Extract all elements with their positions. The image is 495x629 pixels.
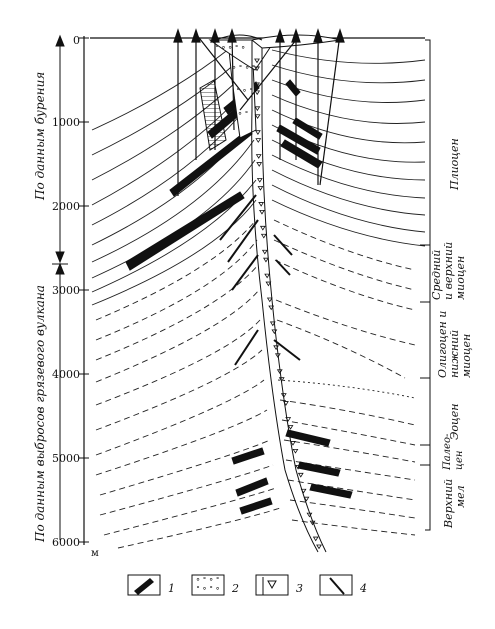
svg-text:° ˚: ° ˚ [238,111,249,120]
strat-label-middle-upper-miocene: Средний и верхний миоцен [430,242,467,300]
conduit-triangle [303,496,310,502]
legend-number: 2 [231,582,239,595]
svg-text:˚ ° ° ˚ °: ˚ ° ° ˚ ° [215,45,245,54]
legend-item-fault: 4 [319,574,367,596]
conduit-triangle [306,512,313,518]
conduit-triangle [271,329,278,335]
conduit-triangle [295,464,301,470]
strat-line: и верхний [442,242,455,300]
strat-line: миоцен [460,334,473,378]
svg-text:° ˚ ° ˚: ° ˚ ° ˚ [232,65,256,74]
conduit-triangle [265,281,272,287]
strat-line: миоцен [454,256,467,300]
breccia-body: ° ˚ ° ˚ ˚ ° ˚ ° ˚ ˚ ° ° ˚ ° [199,39,276,151]
conduit-triangle [260,233,267,239]
strat-line: мел [454,485,467,508]
conduit-triangle [254,106,261,112]
conduit-triangle [268,305,275,311]
conduit-triangle [259,225,266,231]
depth-tick-label: 6000 [52,536,80,549]
legend-item-conduit: 3 [255,574,303,596]
data-source-arrows [52,34,68,540]
depth-tick-label: 5000 [52,452,80,465]
strat-label-upper-cretaceous: Верхний мел [442,479,467,529]
strat-line: Средний [430,250,443,300]
conduit-triangle [261,249,268,255]
conduit-triangle [269,321,276,327]
strat-line: Палео- [442,433,453,471]
depth-tick-label: 0 [73,34,80,47]
strat-line: нижний [448,330,461,378]
conduit-triangle [254,58,260,64]
drilling-data-label: По данным бурения [33,72,47,201]
conduit-triangle [273,345,280,351]
legend-item-oil: 1 [127,574,175,596]
conduit-triangle [287,425,294,430]
depth-tick-label: 2000 [52,200,80,213]
svg-text:˚ ° ˚ °: ˚ ° ˚ ° [196,586,220,595]
conduit-triangle [254,114,261,120]
conduit-triangle [297,472,304,478]
strat-label-paleocene: Палео- цен [442,433,465,471]
conduit-triangle [300,488,307,494]
depth-unit: м [91,548,99,559]
conduit-triangle [312,536,319,542]
conduit-triangle [255,138,262,143]
conduit-triangle [257,186,264,191]
legend-number: 3 [296,582,303,595]
wells [173,28,345,196]
strat-label-eocene: Эоцен [448,404,461,440]
strat-line: Верхний [442,479,455,529]
conduit-triangle [290,441,296,446]
conduit-triangle [283,401,289,406]
conduit-triangle [309,520,316,526]
strat-line: Олигоцен и [436,311,449,378]
conduit-triangle [264,273,271,279]
depth-tick-label: 3000 [52,284,80,297]
conduit-triangle [280,393,287,398]
depth-tick-label: 1000 [52,116,80,129]
conduit-triangle [258,202,265,207]
mud-volcano-data-label: По данным выбросов грязевого вулкана [33,285,47,543]
conduit-triangle [278,377,285,382]
conduit-triangle [254,82,261,88]
conduit-triangle [276,369,283,375]
depth-tick-label: 4000 [52,368,80,381]
conduit-triangle [255,154,262,159]
legend-number: 4 [359,582,367,595]
strat-line: цен [454,451,465,470]
conduit-triangle [292,448,299,454]
strat-label-oligocene-lower-miocene: Олигоцен и нижний миоцен [436,311,473,378]
strat-label-pliocene: Плиоцен [448,138,461,191]
conduit-triangle [285,417,292,422]
stratigraphy-brackets [420,39,431,531]
conduit-triangle [263,257,269,263]
svg-text:˚ ° ˚: ˚ ° ˚ [236,88,253,97]
conduit-triangle [259,209,265,215]
conduit-triangle [254,130,261,135]
faults [219,194,301,366]
conduit-triangle [266,297,273,303]
conduit-triangle [254,90,261,96]
conduit-triangle [316,544,322,550]
conduit-triangle [256,178,263,183]
legend-item-breccia: ° ˚ ° ˚ ˚ ° ˚ ° 2 [191,574,239,596]
legend: 1 ° ˚ ° ˚ ˚ ° ˚ ° 2 3 4 [127,574,367,596]
conduit-triangle [254,66,260,72]
legend-number: 1 [168,582,175,595]
svg-text:° ˚ ° ˚: ° ˚ ° ˚ [196,577,220,586]
conduit-triangle [274,353,281,359]
conduit-triangle [256,162,263,167]
depth-axis: 0 1000 2000 3000 4000 5000 6000 м [52,34,99,559]
